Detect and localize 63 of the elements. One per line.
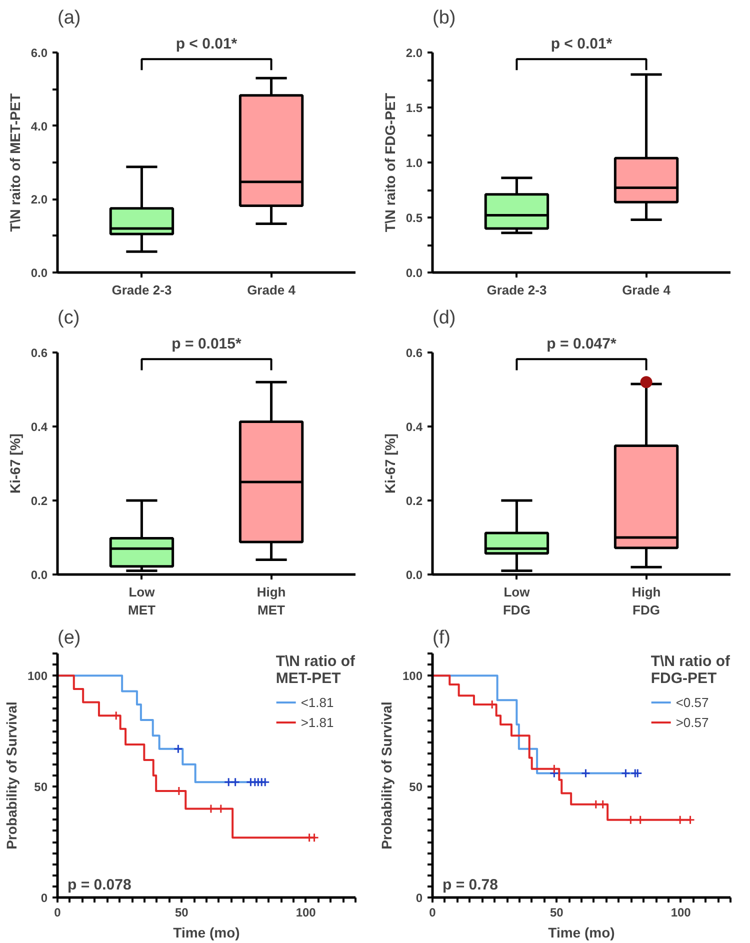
y-tick-label: 0 bbox=[40, 891, 48, 905]
y-tick-label: 0 bbox=[416, 891, 423, 905]
x-tick-label: Grade 2-3 bbox=[486, 282, 547, 298]
y-axis-title: Probability of Survival bbox=[3, 702, 20, 850]
y-axis-title: T\N raito of FDG-PET bbox=[382, 92, 398, 232]
x-tick-label: High MET bbox=[256, 584, 286, 618]
x-tick-label: Low MET bbox=[128, 584, 156, 618]
y-tick-label: 0.2 bbox=[406, 494, 423, 508]
x-tick-label: 50 bbox=[174, 906, 189, 920]
x-tick-label: 0 bbox=[429, 906, 436, 920]
annotation: p = 0.78 bbox=[442, 876, 498, 894]
x-tick-label: 0 bbox=[54, 906, 62, 920]
x-tick-label: 100 bbox=[296, 906, 316, 920]
y-tick-label: 0.0 bbox=[406, 266, 423, 280]
legend-label: >0.57 bbox=[676, 714, 709, 730]
chart-title: (c) bbox=[58, 308, 80, 328]
y-axis-title: Ki-67 [%] bbox=[6, 434, 23, 494]
x-tick-label: High FDG bbox=[632, 584, 661, 618]
y-tick-label: 0.4 bbox=[30, 420, 48, 434]
chart-title: (f) bbox=[432, 628, 450, 648]
y-tick-label: 2.0 bbox=[406, 46, 423, 60]
annotation: p = 0.015* bbox=[172, 336, 242, 352]
chart-title: (e) bbox=[58, 628, 81, 648]
legend-label: <1.81 bbox=[300, 694, 334, 710]
annotation: p < 0.01* bbox=[550, 36, 612, 52]
annotation: p = 0.078 bbox=[68, 876, 132, 894]
x-axis-title: Time (mo) bbox=[173, 924, 240, 940]
y-axis-title: Probability of Survival bbox=[378, 702, 394, 850]
x-tick-label: Grade 4 bbox=[622, 282, 672, 298]
x-tick-label: Low FDG bbox=[502, 584, 531, 618]
legend-title: T\N ratio of FDG-PET bbox=[650, 653, 730, 687]
y-tick-label: 0.0 bbox=[30, 266, 48, 280]
y-tick-label: 50 bbox=[34, 780, 48, 794]
legend-label: <0.57 bbox=[676, 694, 709, 710]
y-axis-title: Ki-67 [%] bbox=[382, 434, 398, 494]
y-tick-label: 0.4 bbox=[406, 420, 423, 434]
y-tick-label: 0.6 bbox=[406, 346, 423, 360]
y-tick-label: 100 bbox=[402, 669, 423, 684]
y-tick-label: 100 bbox=[27, 669, 48, 684]
chart-title: (a) bbox=[58, 8, 81, 28]
annotation: p = 0.047* bbox=[546, 336, 616, 352]
y-axis-title: T\N raito of MET-PET bbox=[6, 92, 23, 232]
y-tick-label: 2.0 bbox=[30, 192, 48, 207]
chart-title: (b) bbox=[432, 8, 456, 28]
annotation: p < 0.01* bbox=[176, 36, 238, 52]
legend-label: >1.81 bbox=[300, 714, 334, 730]
x-tick-label: Grade 4 bbox=[247, 282, 296, 298]
y-tick-label: 0.2 bbox=[30, 494, 48, 508]
x-tick-label: 50 bbox=[550, 906, 564, 920]
y-tick-label: 0.0 bbox=[406, 568, 423, 582]
x-axis-title: Time (mo) bbox=[548, 924, 615, 940]
legend-title: T\N ratio of MET-PET bbox=[276, 653, 355, 687]
y-tick-label: 50 bbox=[409, 780, 423, 794]
y-tick-label: 0.5 bbox=[406, 211, 423, 225]
x-tick-label: 100 bbox=[670, 906, 692, 920]
chart-title: (d) bbox=[432, 308, 456, 328]
y-tick-label: 0.0 bbox=[30, 568, 48, 582]
y-tick-label: 4.0 bbox=[30, 119, 48, 134]
y-tick-label: 1.0 bbox=[406, 156, 423, 170]
x-tick-label: Grade 2-3 bbox=[112, 282, 172, 298]
y-tick-label: 1.5 bbox=[406, 101, 423, 115]
y-tick-label: 6.0 bbox=[30, 46, 48, 60]
y-tick-label: 0.6 bbox=[30, 346, 48, 360]
